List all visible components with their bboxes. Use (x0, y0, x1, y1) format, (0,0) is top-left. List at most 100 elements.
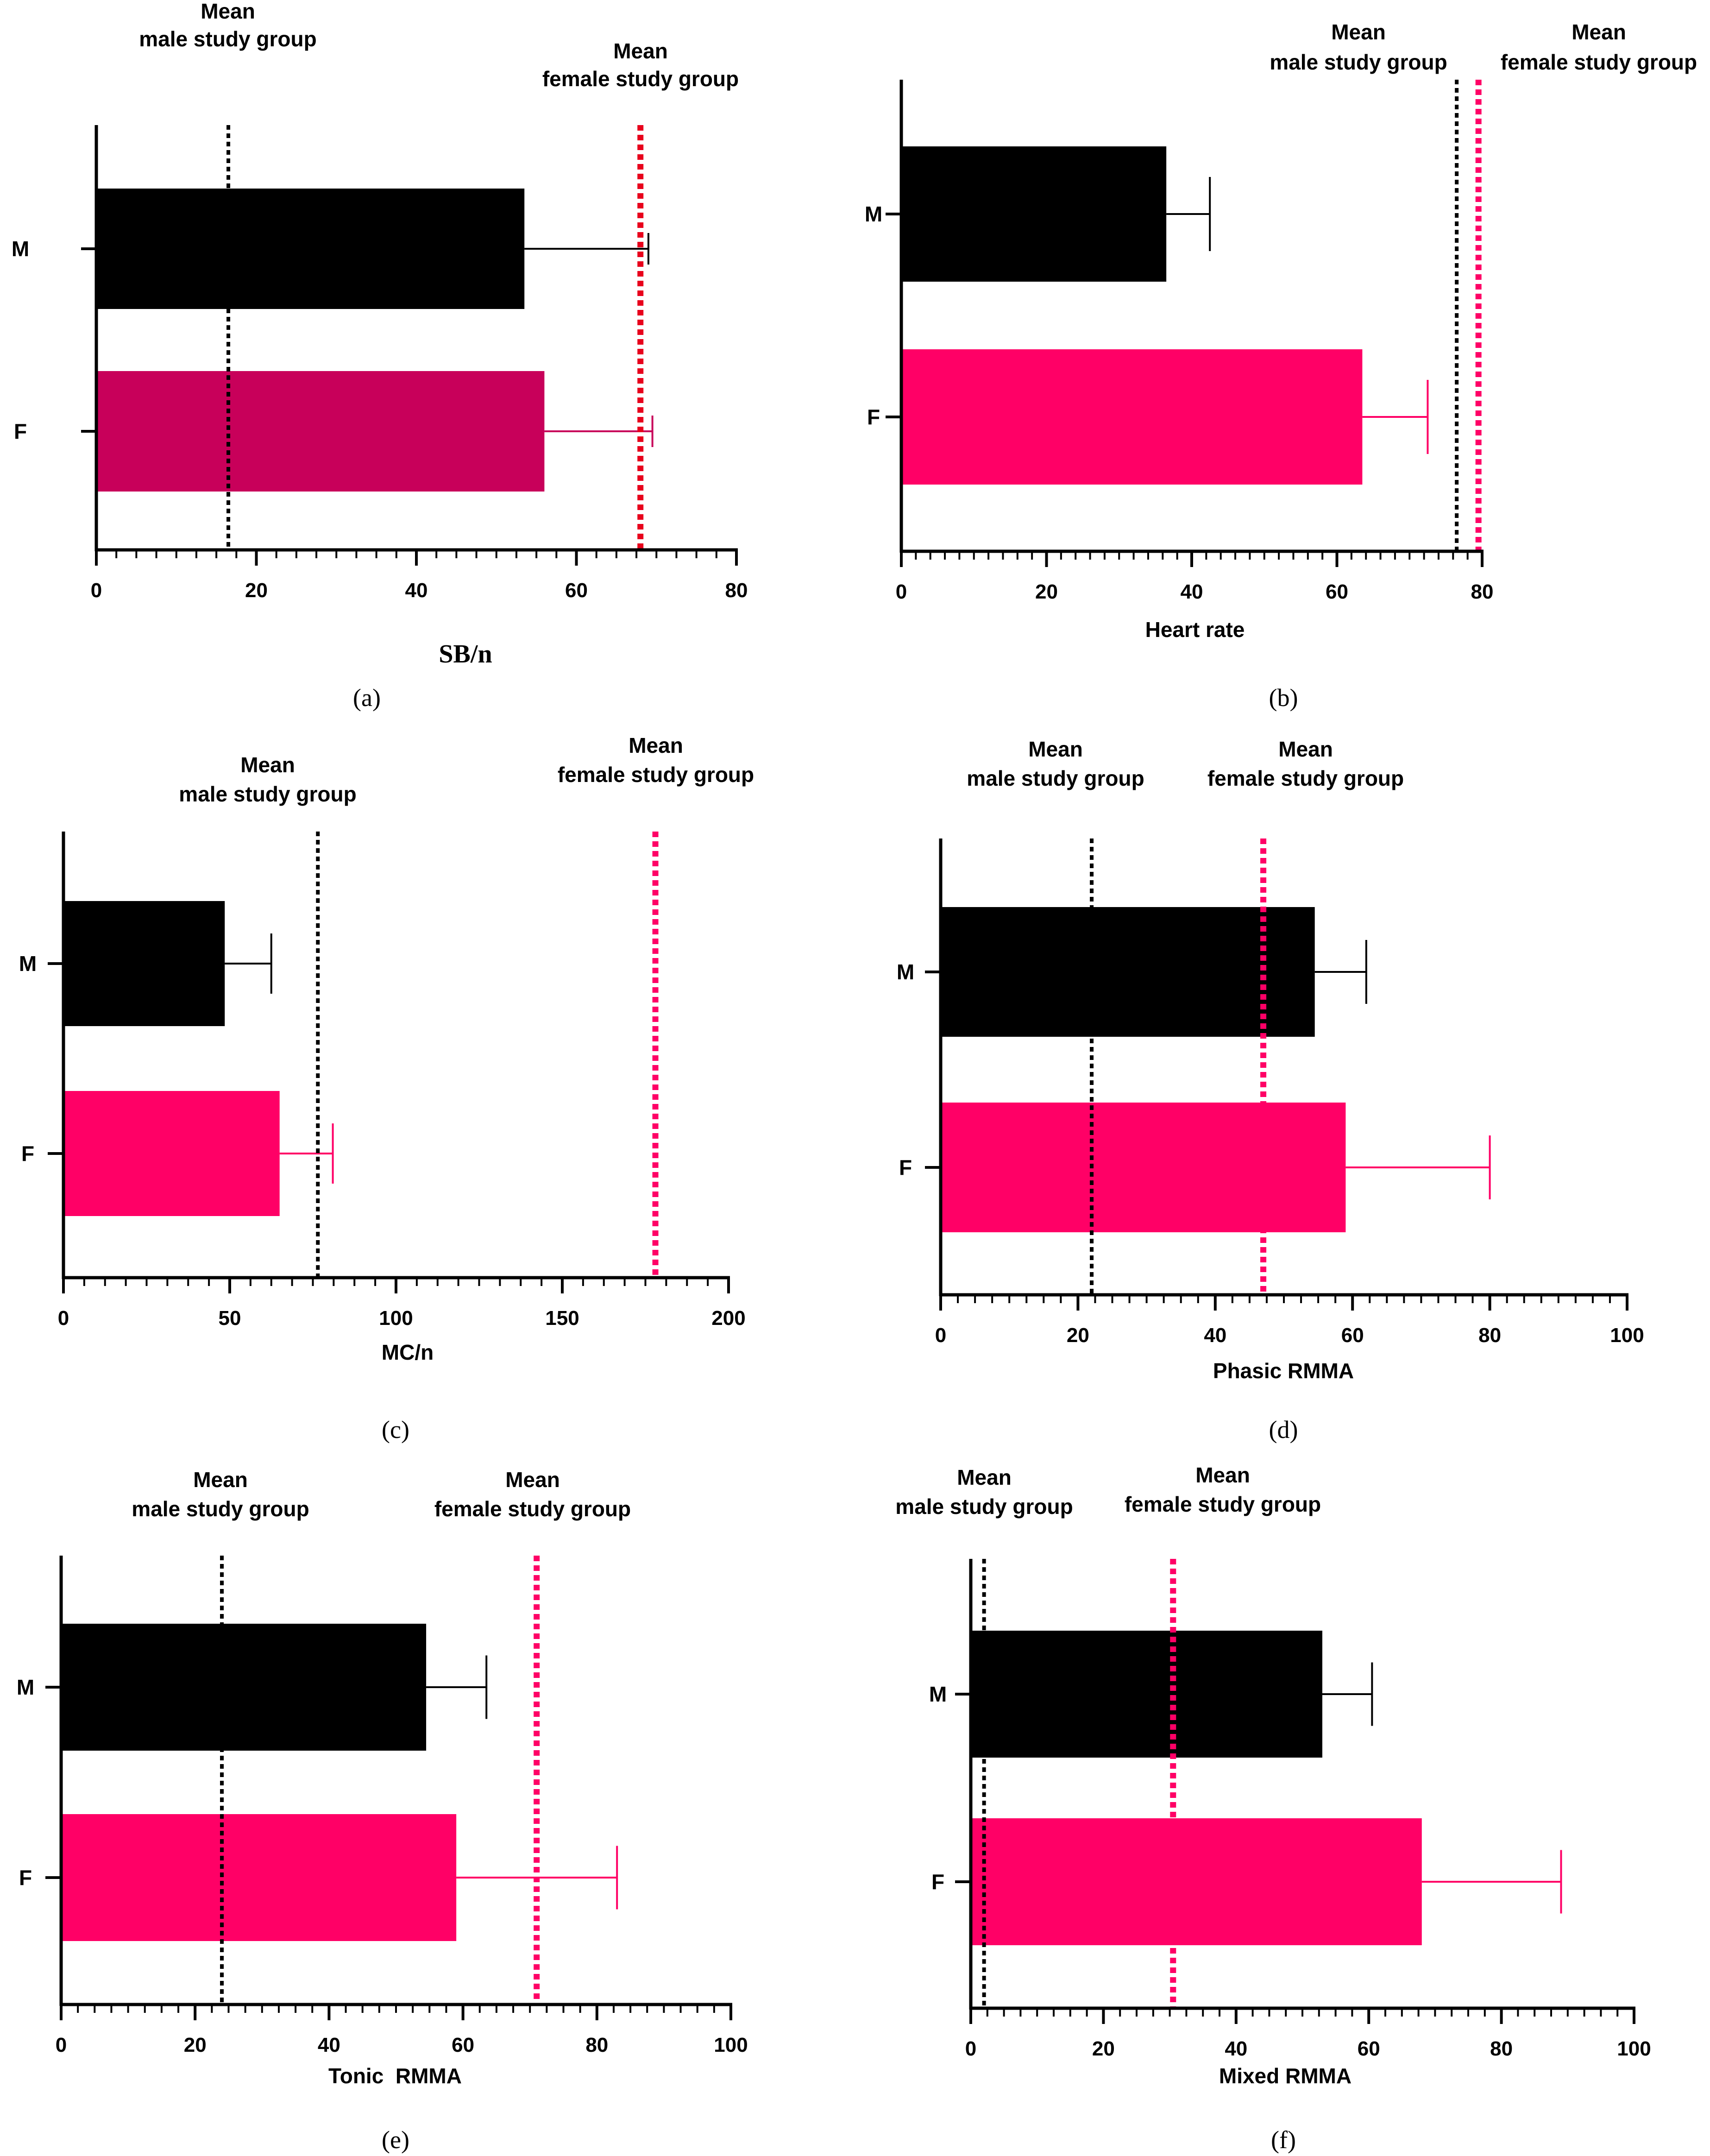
x-tick-label: 0 (58, 1307, 69, 1330)
mean-female-label-line2: female study group (1207, 766, 1404, 790)
mean-male-label-line1: Mean (240, 753, 295, 777)
x-tick-label: 80 (1478, 1324, 1501, 1347)
mean-female-label-line1: Mean (613, 39, 668, 63)
bar-m (941, 907, 1315, 1037)
x-tick-label: 60 (1326, 580, 1348, 603)
x-tick-label: 40 (1181, 580, 1203, 603)
y-tick-label-f: F (19, 1866, 32, 1890)
x-tick-label: 100 (379, 1307, 413, 1330)
mean-male-label-line1: Mean (1028, 737, 1083, 761)
mean-male-label-line2: male study group (179, 782, 356, 806)
x-tick-label: 80 (585, 2034, 608, 2056)
panel-d: M F Mean male study group Mean female study g… (897, 737, 1644, 1444)
x-tick-label: 60 (1358, 2037, 1380, 2060)
mean-female-label-line2: female study group (1501, 50, 1697, 74)
x-tick-label: 0 (56, 2034, 67, 2056)
x-tick-label: 20 (245, 579, 268, 602)
panel-caption: (a) (353, 684, 381, 712)
y-tick-label-m: M (865, 202, 882, 226)
panel-caption: (c) (382, 1416, 409, 1444)
mean-male-label-line2: male study group (1270, 50, 1447, 74)
x-tick-label: 0 (965, 2037, 976, 2060)
x-axis-label: SB/n (439, 640, 492, 668)
bar-f (63, 1091, 280, 1216)
x-tick-label: 100 (1610, 1324, 1644, 1347)
x-axis-label: MC/n (382, 1340, 434, 1364)
mean-female-label-line2: female study group (558, 763, 754, 787)
panel-e: M F Mean male study group Mean female study g… (17, 1468, 748, 2154)
mean-male-label-line1: Mean (193, 1468, 248, 1492)
x-tick-label: 0 (91, 579, 102, 602)
y-tick-label-m: M (17, 1675, 34, 1699)
bar-m (901, 146, 1167, 282)
panel-caption: (e) (382, 2126, 409, 2154)
x-tick-label: 20 (1067, 1324, 1089, 1347)
bar-f (941, 1103, 1346, 1232)
x-tick-label: 50 (219, 1307, 241, 1330)
mean-female-label-line1: Mean (1195, 1463, 1250, 1487)
x-axis-label: Tonic RMMA (328, 2064, 462, 2088)
bar-m (61, 1624, 427, 1751)
mean-female-label-line2: female study group (542, 67, 739, 91)
mean-male-label-line2: male study group (132, 1497, 309, 1521)
x-tick-label: 60 (1341, 1324, 1364, 1347)
x-tick-label: 0 (896, 580, 907, 603)
x-tick-label: 80 (1471, 580, 1494, 603)
panel-a: M F Mean male study group Mean female study g… (12, 0, 748, 712)
x-axis-label: Phasic RMMA (1213, 1359, 1354, 1383)
x-tick-label: 0 (935, 1324, 946, 1347)
y-tick-label-f: F (21, 1141, 34, 1166)
mean-male-label-line2: male study group (967, 766, 1144, 790)
mean-female-label-line1: Mean (1278, 737, 1333, 761)
y-tick-label-f: F (931, 1870, 944, 1894)
mean-female-label-line1: Mean (1572, 20, 1626, 44)
y-tick-label-f: F (14, 419, 27, 443)
x-axis-label: Heart rate (1145, 618, 1245, 642)
y-tick-label-m: M (897, 960, 914, 984)
x-tick-label: 40 (1204, 1324, 1226, 1347)
panel-b: M F Mean male study group Mean female study g… (865, 20, 1697, 712)
panel-caption: (d) (1269, 1416, 1298, 1444)
bar-f (901, 349, 1363, 485)
x-tick-label: 200 (711, 1307, 745, 1330)
x-axis-label: Mixed RMMA (1219, 2064, 1352, 2088)
x-tick-label: 100 (714, 2034, 748, 2056)
x-tick-label: 40 (318, 2034, 340, 2056)
x-tick-label: 80 (725, 579, 748, 602)
y-tick-label-m: M (12, 237, 29, 261)
panel-caption: (f) (1271, 2126, 1296, 2154)
y-tick-label-f: F (867, 405, 880, 429)
y-tick-label-m: M (19, 952, 37, 976)
bar-m (96, 189, 525, 309)
x-tick-label: 150 (545, 1307, 579, 1330)
bar-f (971, 1818, 1422, 1945)
x-tick-label: 60 (565, 579, 588, 602)
panel-c: M F Mean male study group Mean female study g… (19, 733, 754, 1444)
bar-m (63, 901, 225, 1026)
bar-m (971, 1631, 1322, 1758)
x-tick-label: 60 (452, 2034, 474, 2056)
mean-female-label-line2: female study group (1125, 1492, 1321, 1516)
panel-f: M F Mean male study group Mean female study g… (895, 1463, 1651, 2154)
mean-female-label-line1: Mean (505, 1468, 560, 1492)
panel-caption: (b) (1269, 684, 1298, 712)
y-tick-label-m: M (929, 1682, 947, 1706)
x-tick-label: 40 (1225, 2037, 1247, 2060)
bar-f (96, 371, 545, 492)
bar-f (61, 1814, 457, 1941)
x-tick-label: 20 (1035, 580, 1058, 603)
mean-female-label-line1: Mean (629, 733, 683, 757)
mean-male-label-line2: male study group (895, 1494, 1073, 1519)
mean-male-label-line1: Mean (201, 0, 255, 23)
mean-female-label-line2: female study group (434, 1497, 631, 1521)
x-tick-label: 20 (184, 2034, 207, 2056)
y-tick-label-f: F (899, 1155, 912, 1179)
mean-male-label-line1: Mean (1331, 20, 1386, 44)
x-tick-label: 100 (1617, 2037, 1651, 2060)
mean-male-label-line1: Mean (957, 1465, 1012, 1489)
x-tick-label: 20 (1092, 2037, 1115, 2060)
x-tick-label: 80 (1490, 2037, 1513, 2060)
mean-male-label-line2: male study group (139, 27, 316, 51)
x-tick-label: 40 (405, 579, 428, 602)
